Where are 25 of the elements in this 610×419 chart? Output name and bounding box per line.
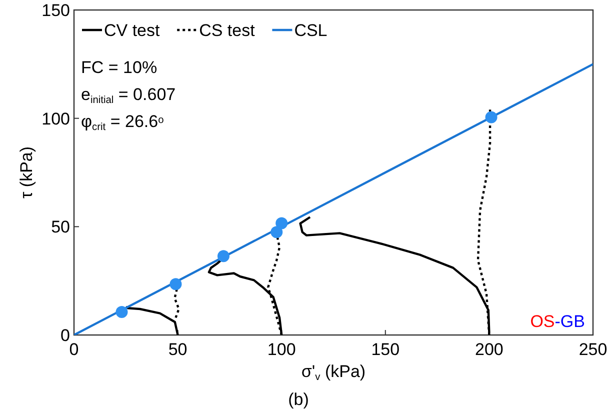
- text: (b): [288, 390, 309, 409]
- annotation: e$_{initial}$ = 0.607: [81, 85, 176, 106]
- x-tick-label: 250: [578, 340, 608, 359]
- point: [217, 250, 230, 262]
- x-tick-label: 50: [168, 340, 188, 359]
- point: [276, 217, 288, 230]
- annotation: φ$_{crit}$ = 26.6$^{o}$: [81, 112, 164, 133]
- y-tick-label: 100: [42, 109, 70, 128]
- legend-label: CV test: [104, 21, 160, 40]
- annotation: FC = 10%: [81, 58, 158, 77]
- y-tick-label: 150: [42, 1, 70, 20]
- legend-label: CSL: [294, 21, 328, 40]
- point: [116, 306, 128, 318]
- x-tick-label: 150: [371, 340, 400, 359]
- y-axis-title: τ (kPa): [17, 146, 36, 199]
- x-tick-label: 200: [475, 340, 504, 359]
- point: [270, 226, 283, 238]
- y-tick-label: 50: [51, 218, 70, 237]
- legend-label: CS test: [199, 21, 256, 40]
- y-tick-label: 0: [60, 326, 70, 345]
- point: [485, 111, 498, 124]
- annotation: OS-GB: [530, 312, 585, 331]
- x-tick-label: 100: [267, 340, 296, 359]
- x-axis-title: σ'$_{v}$ (kPa): [301, 362, 366, 383]
- point: [170, 278, 182, 290]
